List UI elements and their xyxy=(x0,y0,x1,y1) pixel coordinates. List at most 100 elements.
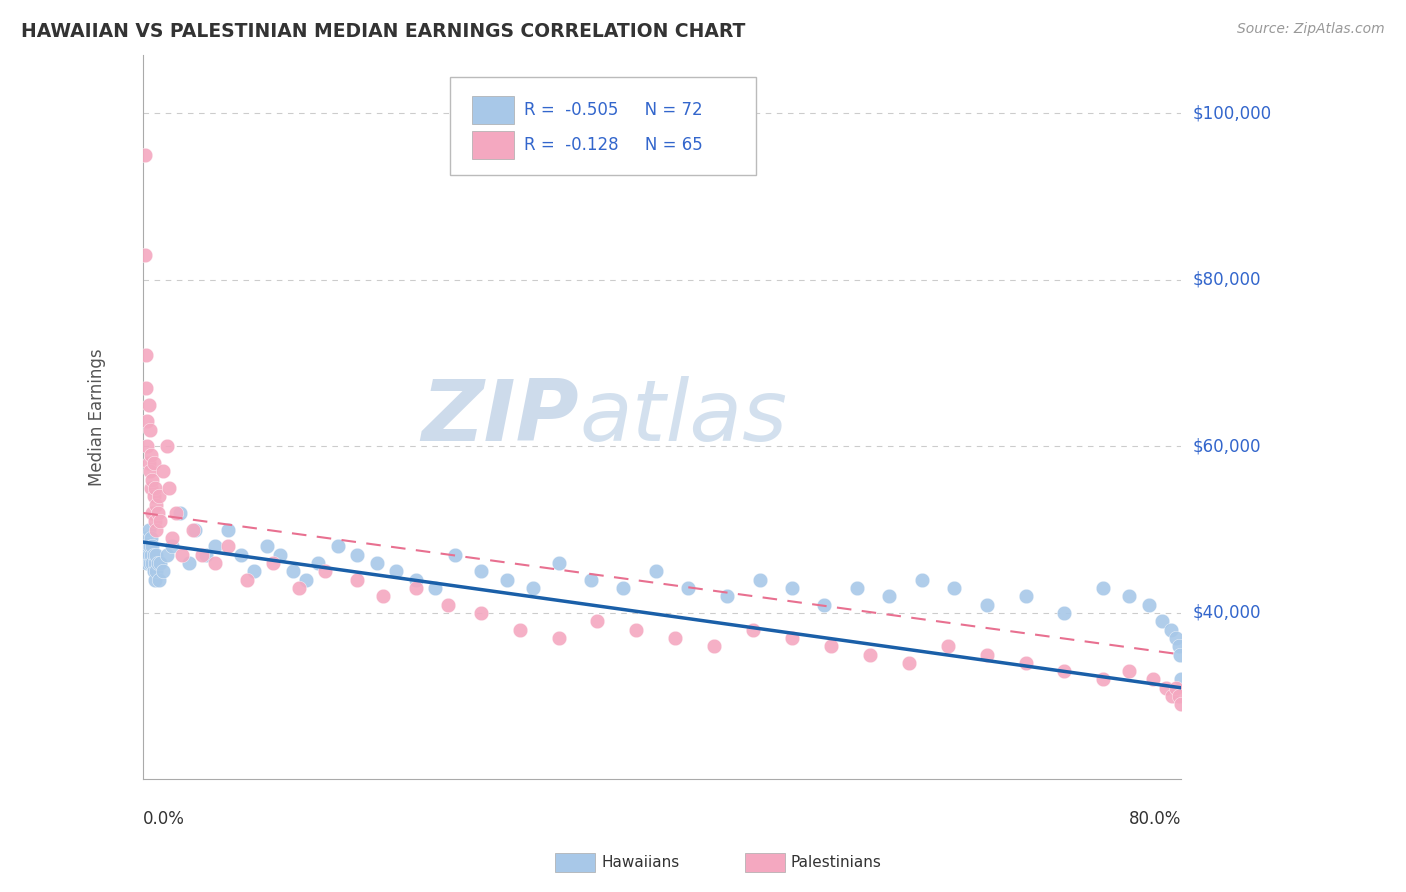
Point xyxy=(1164,631,1187,645)
Point xyxy=(897,656,920,670)
Text: $60,000: $60,000 xyxy=(1192,437,1261,456)
Point xyxy=(1053,606,1076,620)
Point xyxy=(165,506,187,520)
Point xyxy=(626,623,648,637)
Point xyxy=(780,631,803,645)
Point xyxy=(579,573,602,587)
Point xyxy=(169,506,191,520)
Point xyxy=(156,439,179,453)
Point xyxy=(820,639,842,653)
Point xyxy=(136,414,159,428)
Point xyxy=(177,556,200,570)
Point xyxy=(269,548,291,562)
Point xyxy=(139,448,162,462)
Point xyxy=(425,581,447,595)
Point xyxy=(373,589,395,603)
Point xyxy=(143,481,166,495)
Point xyxy=(143,573,166,587)
Point xyxy=(194,548,217,562)
FancyBboxPatch shape xyxy=(472,96,513,124)
Point xyxy=(217,523,239,537)
Point xyxy=(142,564,165,578)
Point xyxy=(522,581,544,595)
Point xyxy=(141,556,163,570)
Point xyxy=(547,631,569,645)
Point xyxy=(135,539,157,553)
Point xyxy=(326,539,349,553)
Point xyxy=(134,531,156,545)
Point xyxy=(145,498,167,512)
Point xyxy=(1014,656,1036,670)
Point xyxy=(748,573,770,587)
Point xyxy=(160,539,183,553)
Point xyxy=(139,531,162,545)
Point xyxy=(678,581,700,595)
Point xyxy=(217,539,239,553)
Text: atlas: atlas xyxy=(579,376,787,458)
Point xyxy=(1160,623,1182,637)
Point xyxy=(142,548,165,562)
Point xyxy=(294,573,316,587)
Point xyxy=(149,556,172,570)
Point xyxy=(1137,598,1160,612)
Point xyxy=(141,539,163,553)
Point xyxy=(385,564,408,578)
Text: $40,000: $40,000 xyxy=(1192,604,1261,622)
Point xyxy=(346,548,368,562)
Point xyxy=(664,631,686,645)
Point xyxy=(495,573,517,587)
Point xyxy=(936,639,959,653)
Point xyxy=(160,531,183,545)
Point xyxy=(509,623,531,637)
Point xyxy=(181,523,204,537)
Point xyxy=(1170,698,1192,712)
Point xyxy=(145,548,167,562)
Point xyxy=(405,573,427,587)
Text: Hawaiians: Hawaiians xyxy=(602,855,681,870)
FancyBboxPatch shape xyxy=(472,131,513,159)
Point xyxy=(780,581,803,595)
Point xyxy=(141,506,163,520)
Point xyxy=(366,556,388,570)
Point xyxy=(148,489,170,503)
Point xyxy=(1053,664,1076,678)
Point xyxy=(204,539,226,553)
Text: $80,000: $80,000 xyxy=(1192,271,1261,289)
Point xyxy=(346,573,368,587)
Point xyxy=(139,556,162,570)
Point xyxy=(1142,673,1164,687)
Point xyxy=(547,556,569,570)
Text: HAWAIIAN VS PALESTINIAN MEDIAN EARNINGS CORRELATION CHART: HAWAIIAN VS PALESTINIAN MEDIAN EARNINGS … xyxy=(21,22,745,41)
Text: Median Earnings: Median Earnings xyxy=(87,349,105,486)
Point xyxy=(859,648,882,662)
Point xyxy=(976,598,998,612)
Point xyxy=(314,564,336,578)
Point xyxy=(148,573,170,587)
FancyBboxPatch shape xyxy=(450,77,755,175)
Point xyxy=(1154,681,1177,695)
Point xyxy=(152,564,174,578)
Point xyxy=(288,581,311,595)
Point xyxy=(437,598,460,612)
Text: $100,000: $100,000 xyxy=(1192,104,1271,122)
Text: R =  -0.128     N = 65: R = -0.128 N = 65 xyxy=(524,136,703,154)
Point xyxy=(139,423,162,437)
Point xyxy=(470,606,492,620)
Point xyxy=(845,581,868,595)
Point xyxy=(308,556,330,570)
Point xyxy=(134,248,156,262)
Text: 80.0%: 80.0% xyxy=(1129,810,1181,828)
Point xyxy=(256,539,278,553)
Point xyxy=(943,581,966,595)
Point xyxy=(586,614,609,628)
Point xyxy=(612,581,634,595)
Point xyxy=(1167,689,1189,703)
Point xyxy=(742,623,765,637)
Point xyxy=(143,556,166,570)
Point xyxy=(236,573,259,587)
Point xyxy=(242,564,264,578)
Point xyxy=(1167,639,1189,653)
Point xyxy=(139,539,162,553)
Point xyxy=(1168,648,1191,662)
Point xyxy=(149,514,172,528)
